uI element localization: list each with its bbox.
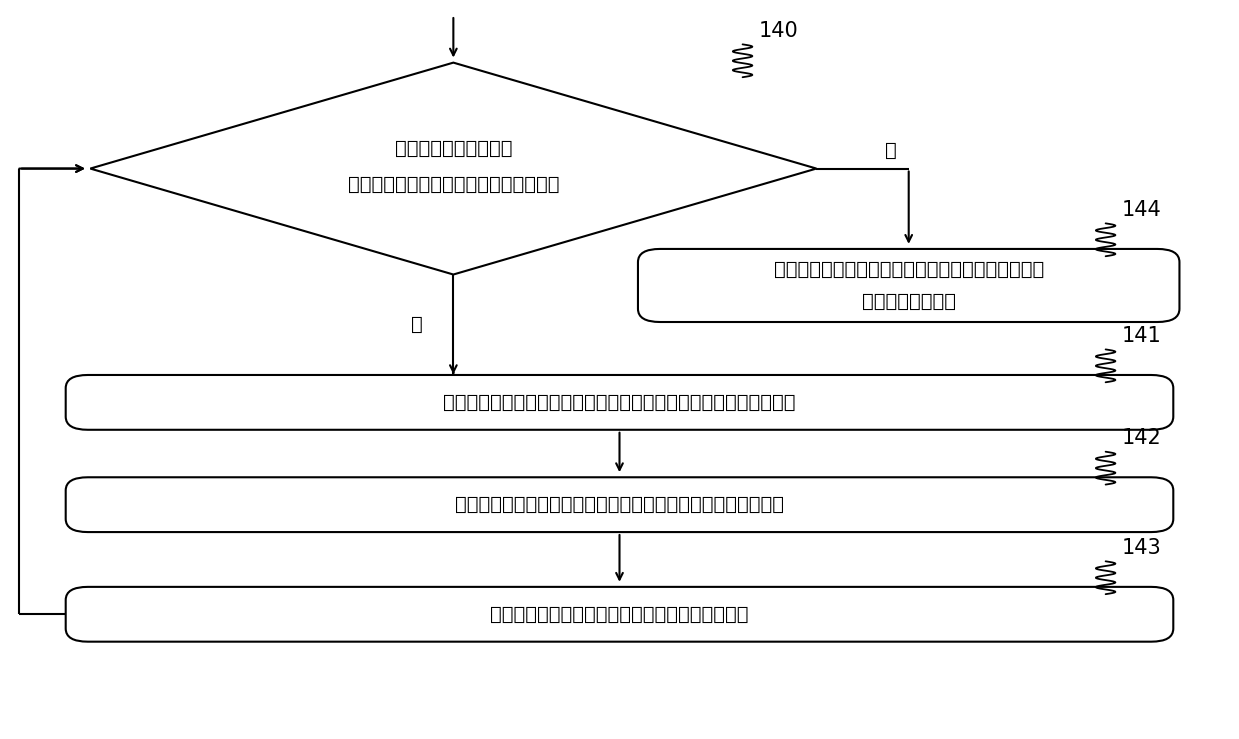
Text: 140: 140 [758, 21, 798, 41]
Text: 142: 142 [1121, 428, 1161, 448]
Text: 否: 否 [411, 316, 422, 334]
Text: 根据选择出的第二传输参数値，向接收端节点设备发送传输信号: 根据选择出的第二传输参数値，向接收端节点设备发送传输信号 [455, 495, 784, 514]
Text: 判断接收端节点设备的: 判断接收端节点设备的 [394, 139, 512, 157]
Text: 采用的传输参数値: 采用的传输参数値 [861, 292, 955, 311]
Text: 是: 是 [885, 141, 896, 160]
Text: 从存储的电缆长度区间和传输参数値的对应表中选择第二传输参数値: 从存储的电缆长度区间和传输参数値的对应表中选择第二传输参数値 [444, 393, 795, 412]
Text: 接收接收端节点设备再次反馈的接收信号的强度値: 接收接收端节点设备再次反馈的接收信号的强度値 [491, 605, 748, 624]
Text: 将当前选择的传输参数値作为与接收端节点传输数据: 将当前选择的传输参数値作为与接收端节点传输数据 [773, 260, 1043, 279]
Text: 144: 144 [1121, 200, 1161, 219]
Text: 143: 143 [1121, 538, 1161, 558]
Text: 141: 141 [1121, 326, 1161, 346]
Text: 接收信号的强度値是否在预定强度范围内: 接收信号的强度値是否在预定强度范围内 [348, 175, 559, 194]
